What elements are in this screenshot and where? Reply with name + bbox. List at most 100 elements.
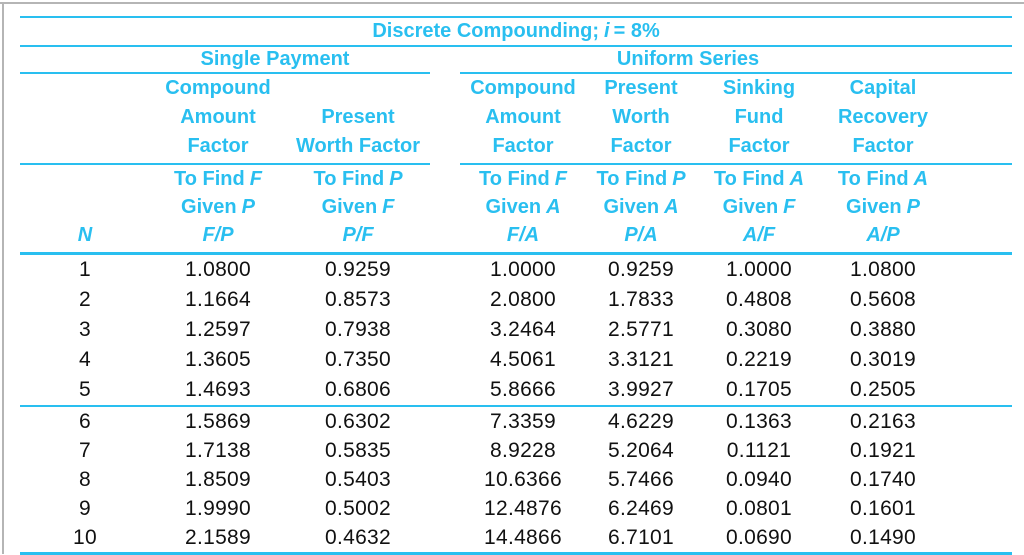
header-present-worth-factor-pf: Present Worth Factor [286, 73, 430, 165]
notation-fp: To Find F Given P F/P [150, 164, 286, 255]
group-uniform-series: Uniform Series [460, 46, 1013, 74]
pad-cell [944, 406, 1012, 436]
gap-cell [430, 375, 460, 407]
fp-value: 1.4693 [150, 375, 286, 407]
gap-cell [430, 254, 460, 286]
notation-ap: To Find A Given P A/P [822, 164, 944, 255]
fa-value: 7.3359 [489, 409, 557, 433]
gap-cell [430, 315, 460, 345]
pf-value: 0.5835 [324, 438, 392, 462]
n-value: 7 [79, 438, 91, 462]
ap-value: 0.3880 [849, 318, 917, 341]
pf-value: 0.5002 [324, 496, 392, 520]
pa-value: 1.7833 [607, 288, 675, 311]
af-value: 0.0690 [696, 523, 822, 555]
gap-cell [430, 406, 460, 436]
fa-value: 12.4876 [483, 496, 562, 520]
pa-value: 2.5771 [607, 318, 675, 341]
compound-interest-table: Discrete Compounding; i = 8% Single Paymen… [20, 16, 1013, 555]
pf-value: 0.6302 [324, 409, 392, 433]
pf-value: 0.7938 [324, 318, 392, 341]
pf-value: 0.8573 [324, 288, 392, 311]
ap-value: 0.1601 [849, 496, 917, 520]
pad-cell [944, 254, 1012, 286]
n-value: 10 [20, 523, 150, 555]
fp-value: 1.3605 [184, 348, 252, 371]
af-value: 0.0940 [725, 467, 793, 491]
fa-value: 8.9228 [489, 438, 557, 462]
fa-value: 4.5061 [489, 348, 557, 371]
ap-value: 0.2163 [849, 409, 917, 433]
gap-cell [430, 436, 460, 465]
fa-value: 3.2464 [489, 318, 557, 341]
group-header-row: Single Payment Uniform Series [20, 46, 1013, 74]
ap-value: 0.1740 [849, 467, 917, 491]
group-gap [430, 46, 460, 73]
fp-value: 1.7138 [184, 438, 252, 462]
notation-af: To Find A Given F A/F [696, 164, 822, 255]
ap-value: 0.5608 [849, 288, 917, 311]
pf-value: 0.4632 [286, 523, 430, 555]
n-value: 2 [79, 288, 91, 311]
notation-pf: To Find P Given F P/F [286, 164, 430, 255]
pad-cell [944, 345, 1012, 375]
fp-value: 1.0800 [184, 258, 252, 281]
column-header-row: Compound Amount Factor Present Worth Fac… [20, 73, 1013, 165]
af-value: 0.3080 [725, 318, 793, 341]
fa-value: 2.0800 [489, 288, 557, 311]
fp-value: 1.5869 [184, 409, 252, 433]
table-row: 3 1.2597 0.7938 3.2464 2.5771 0.3080 0.3… [20, 315, 1012, 345]
fp-value: 1.2597 [184, 318, 252, 341]
table-row: 1 1.0800 0.9259 1.0000 0.9259 1.0000 1.0… [20, 254, 1012, 286]
pf-value: 0.7350 [324, 348, 392, 371]
pa-value: 3.3121 [607, 348, 675, 371]
table-row: 5 1.4693 0.6806 5.8666 3.9927 0.1705 0.2… [20, 375, 1013, 407]
af-value: 0.1121 [726, 438, 792, 462]
header-capital-recovery-factor: Capital Recovery Factor [822, 73, 944, 165]
table-row: 8 1.8509 0.5403 10.6366 5.7466 0.0940 0.… [20, 465, 1012, 494]
pf-value: 0.6806 [286, 375, 430, 407]
ap-value: 0.1490 [822, 523, 944, 555]
header-compound-amount-factor-fp: Compound Amount Factor [150, 73, 286, 165]
pf-value: 0.5403 [324, 467, 392, 491]
table-row: 2 1.1664 0.8573 2.0800 1.7833 0.4808 0.5… [20, 285, 1012, 315]
pad-cell [944, 315, 1012, 345]
pad-cell [944, 494, 1012, 523]
ap-value: 0.1921 [849, 438, 917, 462]
n-value: 1 [79, 258, 91, 281]
title-text: Discrete Compounding; [372, 20, 600, 42]
table-row: 4 1.3605 0.7350 4.5061 3.3121 0.2219 0.3… [20, 345, 1012, 375]
fp-value: 1.8509 [184, 467, 252, 491]
pa-value: 3.9927 [586, 375, 696, 407]
fp-value: 2.1589 [150, 523, 286, 555]
header-n: N [20, 164, 150, 255]
notation-pa: To Find P Given A P/A [586, 164, 696, 255]
fp-value: 1.1664 [184, 288, 252, 311]
title-rate: = 8% [613, 20, 660, 42]
pa-value: 6.7101 [586, 523, 696, 555]
header-sinking-fund-factor: Sinking Fund Factor [696, 73, 822, 165]
pad-cell [944, 523, 1013, 555]
header-n-spacer [20, 73, 150, 165]
table-title-row: Discrete Compounding; i = 8% [20, 16, 1013, 47]
title-interest-symbol: i [604, 20, 610, 42]
gap-cell [430, 465, 460, 494]
table-row: 9 1.9990 0.5002 12.4876 6.2469 0.0801 0.… [20, 494, 1012, 523]
pa-value: 5.7466 [607, 467, 675, 491]
n-value: 3 [79, 318, 91, 341]
gap-cell [430, 285, 460, 315]
af-value: 0.1705 [696, 375, 822, 407]
fa-value: 5.8666 [460, 375, 586, 407]
gap-cell [430, 345, 460, 375]
table-title: Discrete Compounding; i = 8% [20, 16, 1013, 47]
pa-value: 6.2469 [607, 496, 675, 520]
gap-cell [430, 523, 460, 555]
table-row: 10 2.1589 0.4632 14.4866 6.7101 0.0690 0… [20, 523, 1013, 555]
notation-fa: To Find F Given A F/A [460, 164, 586, 255]
fa-value: 14.4866 [460, 523, 586, 555]
header-present-worth-factor-pa: Present Worth Factor [586, 73, 696, 165]
pa-value: 4.6229 [607, 409, 675, 433]
page-edge-left [2, 2, 4, 554]
gap-cell [430, 494, 460, 523]
table-row: 6 1.5869 0.6302 7.3359 4.6229 0.1363 0.2… [20, 406, 1012, 436]
